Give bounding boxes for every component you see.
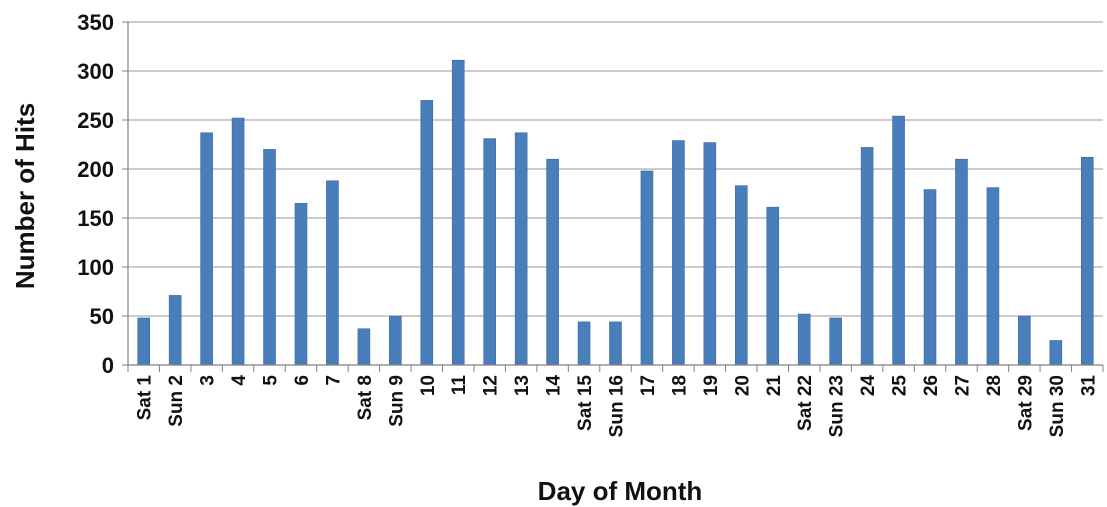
bar	[766, 206, 780, 366]
x-tick-label: 18	[669, 375, 690, 396]
bar	[357, 328, 371, 366]
bar	[231, 117, 245, 366]
bar	[609, 321, 622, 366]
x-tick-label: 24	[858, 375, 879, 397]
y-tick-label: 150	[77, 206, 114, 231]
bar	[829, 317, 842, 366]
y-tick-labels: 0 50 100 150 200 250 300 350	[77, 10, 114, 378]
bar	[797, 313, 811, 366]
bar	[892, 115, 905, 366]
x-tick-label: Sat 15	[575, 375, 596, 431]
y-tick-label: 0	[102, 353, 114, 378]
x-tick-label: Sun 2	[166, 375, 187, 427]
bar	[1018, 315, 1031, 366]
x-axis-title: Day of Month	[538, 476, 703, 506]
bar	[735, 185, 748, 366]
x-tick-label: 3	[198, 375, 219, 386]
x-tick-label: 31	[1078, 375, 1099, 397]
bar	[577, 321, 591, 366]
bar	[200, 132, 213, 366]
y-tick-label: 50	[90, 304, 114, 329]
bar	[672, 140, 685, 366]
x-tick-label: 19	[701, 375, 722, 396]
axes	[127, 22, 1104, 372]
x-tick-label: 28	[984, 375, 1005, 396]
x-tick-label: 27	[952, 375, 973, 396]
bar	[640, 170, 654, 366]
bar	[483, 138, 496, 366]
gridlines	[122, 21, 1103, 366]
x-tick-label: 12	[481, 375, 502, 396]
bar	[860, 147, 874, 366]
bar	[326, 180, 339, 366]
y-tick-label: 350	[77, 10, 114, 35]
bar	[546, 158, 559, 366]
bar	[514, 132, 528, 366]
x-tick-label: 10	[418, 375, 439, 396]
bar	[955, 158, 968, 366]
bars	[137, 59, 1094, 366]
bar	[420, 100, 434, 366]
y-tick-label: 200	[77, 157, 114, 182]
y-tick-label: 100	[77, 255, 114, 280]
x-tick-label: Sat 1	[135, 375, 156, 421]
y-tick-label: 300	[77, 59, 114, 84]
x-tick-label: Sun 9	[386, 375, 407, 427]
bar	[168, 295, 182, 366]
bar	[294, 203, 308, 366]
x-tick-label: 11	[449, 375, 470, 396]
bar	[451, 59, 465, 366]
bar	[137, 317, 151, 366]
bar	[1080, 156, 1094, 366]
x-tick-labels: Sat 1 Sun 2 3 4 5 6 7 Sat 8 Sun 9 10 11 12 13 14 Sat 1…	[135, 375, 1100, 438]
bar	[1049, 340, 1063, 366]
bar	[263, 149, 276, 366]
x-tick-label: Sat 8	[355, 375, 376, 420]
x-tick-label: 21	[764, 375, 785, 397]
x-tick-label: 6	[292, 375, 313, 386]
x-tick-label: 25	[890, 375, 911, 397]
x-tick-label: 7	[323, 375, 344, 386]
y-axis-title: Number of Hits	[10, 103, 40, 289]
x-tick-label: Sat 22	[795, 375, 816, 431]
x-tick-label: Sun 16	[607, 375, 628, 437]
x-tick-label: Sun 23	[827, 375, 848, 437]
x-tick-label: 20	[732, 375, 753, 396]
x-tick-label: 13	[512, 375, 533, 396]
x-tick-label: 26	[921, 375, 942, 396]
bar	[986, 187, 1000, 366]
x-tick-label: Sat 29	[1015, 375, 1036, 431]
bar	[703, 142, 717, 366]
x-tick-label: 14	[544, 375, 565, 397]
x-tick-label: 5	[261, 375, 282, 386]
y-tick-label: 250	[77, 108, 114, 133]
x-tick-label: Sun 30	[1047, 375, 1068, 437]
x-tick-label: 4	[229, 375, 250, 386]
x-tick-label: 17	[638, 375, 659, 396]
bar	[389, 315, 402, 366]
bar	[923, 189, 937, 366]
